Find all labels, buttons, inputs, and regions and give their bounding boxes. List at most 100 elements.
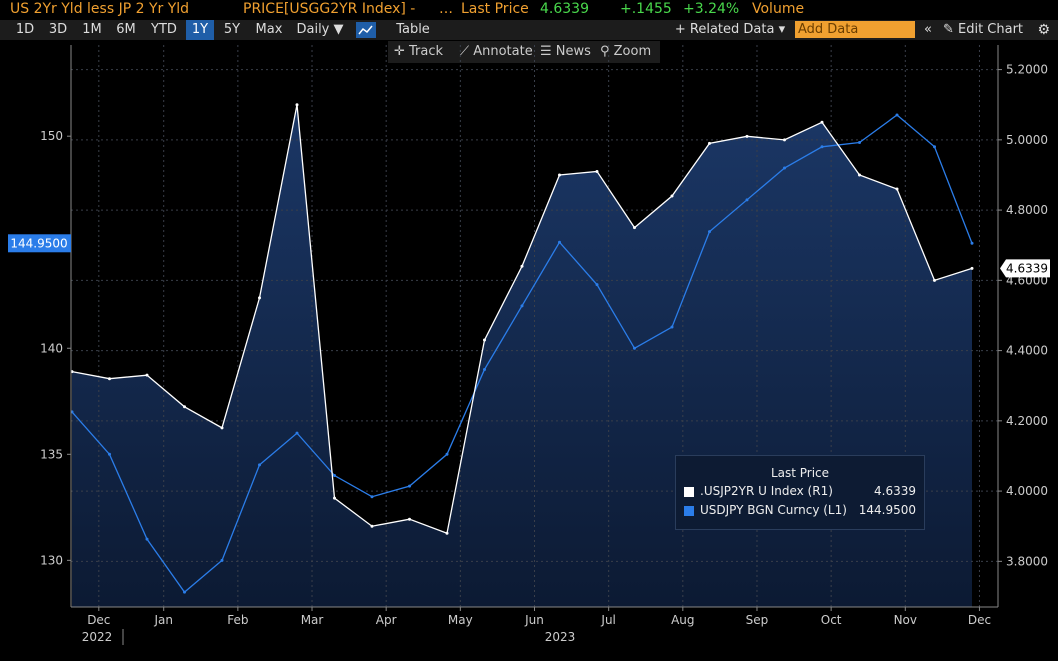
track-button[interactable]: ✛ Track [394,41,444,63]
series-area-usjp2yr [72,104,972,608]
period-1y-button[interactable]: 1Y [186,20,214,40]
data-point-usdjpy[interactable] [595,283,599,287]
zoom-button[interactable]: ⚲ Zoom [600,41,652,63]
chart-subtoolbar: ✛ Track ⟋ Annotate ☰ News ⚲ Zoom [388,41,660,63]
last-price-label: Last Price [461,1,529,17]
data-point-usjp2yr[interactable] [633,226,636,230]
legend-item-usdjpy[interactable]: USDJPY BGN Curncy (L1) 144.9500 [684,503,916,519]
data-point-usdjpy[interactable] [633,346,636,350]
edit-chart-button[interactable]: ✎ Edit Chart [940,20,1026,40]
data-point-usjp2yr[interactable] [295,103,299,107]
left-tick-label: 130 [40,553,63,567]
line-chart-icon[interactable] [356,22,376,38]
data-point-usdjpy[interactable] [295,431,299,435]
right-tick-label: 3.8000 [1006,554,1048,568]
settings-gear-icon[interactable]: ⚙ [1037,22,1050,38]
data-point-usjp2yr[interactable] [933,278,936,282]
last-price-value: 4.6339 [540,1,589,17]
period-6m-button[interactable]: 6M [110,20,142,40]
data-point-usdjpy[interactable] [483,367,486,371]
related-data-button[interactable]: + Related Data ▾ [670,20,790,40]
toolbar: 1D 3D 1M 6M YTD 1Y 5Y Max Daily ▼ Table … [0,20,1058,40]
period-3d-button[interactable]: 3D [43,20,73,40]
more-dots[interactable]: … [439,1,453,17]
annotate-button[interactable]: ⟋ Annotate [460,41,533,63]
data-point-usdjpy[interactable] [895,113,899,117]
data-point-usjp2yr[interactable] [558,173,561,177]
left-tick-label: 140 [40,341,63,355]
data-point-usdjpy[interactable] [408,484,411,488]
data-point-usdjpy[interactable] [258,463,261,467]
data-point-usjp2yr[interactable] [220,426,224,430]
data-point-usjp2yr[interactable] [895,187,899,191]
x-tick-label: May [448,613,473,627]
collapse-icon[interactable]: « [918,20,938,40]
right-tick-label: 5.0000 [1006,133,1048,147]
data-point-usjp2yr[interactable] [108,377,111,381]
legend-item-usjp2yr[interactable]: .USJP2YR U Index (R1) 4.6339 [684,484,916,500]
data-point-usdjpy[interactable] [708,230,711,234]
x-tick-label: Sep [746,613,769,627]
price-field-label: PRICE[USGG2YR Index] - [243,1,416,17]
data-point-usdjpy[interactable] [670,325,674,329]
left-value-badge-text: 144.9500 [10,236,67,250]
period-ytd-button[interactable]: YTD [144,20,184,40]
frequency-dropdown[interactable]: Daily ▼ [291,20,349,40]
right-value-badge-text: 4.6339 [1006,261,1048,275]
data-point-usjp2yr[interactable] [595,169,599,173]
data-point-usdjpy[interactable] [445,452,449,456]
data-point-usdjpy[interactable] [858,141,861,145]
x-tick-label: Apr [376,613,397,627]
data-point-usjp2yr[interactable] [445,531,449,535]
period-1m-button[interactable]: 1M [76,20,108,40]
data-point-usdjpy[interactable] [745,198,749,202]
data-point-usdjpy[interactable] [933,145,936,149]
period-1d-button[interactable]: 1D [9,20,41,40]
data-point-usjp2yr[interactable] [745,134,749,138]
period-max-button[interactable]: Max [250,20,288,40]
data-point-usdjpy[interactable] [820,145,824,149]
left-tick-label: 150 [40,129,63,143]
add-data-input[interactable]: Add Data [795,21,915,38]
right-tick-label: 4.4000 [1006,344,1048,358]
line-chart[interactable]: 1301351401503.80004.00004.20004.40004.60… [0,40,1058,661]
data-point-usdjpy[interactable] [145,537,149,541]
legend-value: 144.9500 [858,503,916,517]
header-bar: US 2Yr Yld less JP 2 Yr Yld PRICE[USGG2Y… [0,0,1058,20]
data-point-usjp2yr[interactable] [520,264,524,268]
data-point-usdjpy[interactable] [183,590,186,594]
data-point-usjp2yr[interactable] [820,120,824,124]
data-point-usjp2yr[interactable] [670,194,674,198]
data-point-usjp2yr[interactable] [333,496,336,500]
x-tick-label: Mar [301,613,324,627]
data-point-usdjpy[interactable] [108,452,111,456]
data-point-usdjpy[interactable] [520,304,524,308]
data-point-usjp2yr[interactable] [408,517,411,521]
data-point-usdjpy[interactable] [783,166,786,170]
right-tick-label: 4.8000 [1006,203,1048,217]
data-point-usjp2yr[interactable] [258,296,261,300]
period-5y-button[interactable]: 5Y [217,20,247,40]
table-button[interactable]: Table [384,20,442,40]
security-title: US 2Yr Yld less JP 2 Yr Yld [10,1,190,17]
legend-swatch [684,487,694,497]
legend-swatch [684,506,694,516]
data-point-usjp2yr[interactable] [708,141,711,145]
data-point-usdjpy[interactable] [370,495,374,499]
news-button[interactable]: ☰ News [540,41,591,63]
data-point-usjp2yr[interactable] [183,405,186,409]
data-point-usdjpy[interactable] [333,474,336,478]
data-point-usjp2yr[interactable] [370,524,374,528]
data-point-usdjpy[interactable] [558,240,561,244]
data-point-usjp2yr[interactable] [970,266,974,270]
volume-label: Volume [752,1,805,17]
x-tick-label: Nov [894,613,917,627]
x-tick-label: Dec [968,613,991,627]
data-point-usjp2yr[interactable] [783,138,786,142]
data-point-usdjpy[interactable] [220,558,224,562]
price-change-pct: +3.24% [683,1,740,17]
data-point-usjp2yr[interactable] [858,173,861,177]
data-point-usjp2yr[interactable] [145,373,149,377]
data-point-usdjpy[interactable] [970,241,974,245]
data-point-usjp2yr[interactable] [483,338,486,342]
